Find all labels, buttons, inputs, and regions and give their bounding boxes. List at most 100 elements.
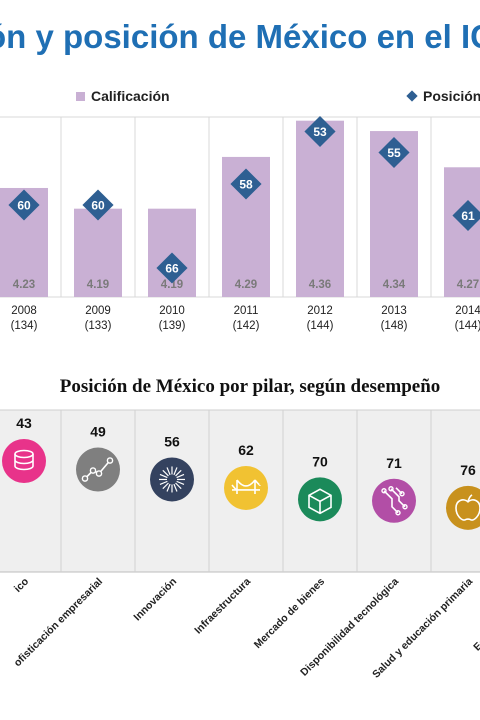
burst-ray [175,482,182,490]
icon-circle [76,447,120,492]
trend-line [84,460,111,480]
circuit-node [395,510,401,516]
pillar-chart-title: Posición de México por pilar, según dese… [59,376,441,397]
burst-ray [173,467,178,476]
coins-icon [2,439,46,483]
burst-ray [162,469,169,477]
circuit-node [402,504,408,510]
trend-dot [81,475,89,482]
position-marker: 53 [304,115,336,148]
circuit-node [388,486,394,492]
burst-ray [166,483,171,492]
score-label: 4.27 [457,279,479,291]
country-count-label: (142) [233,320,260,332]
position-diamond [82,189,114,221]
box-icon [298,477,342,522]
score-label: 4.29 [235,279,257,291]
coin-stack [14,454,34,471]
bridge-shape [231,479,261,494]
country-count-label: (144) [307,320,334,332]
position-marker: 58 [230,168,262,200]
position-label: 55 [387,146,401,160]
pillar-rank-label: 56 [164,433,180,449]
legend-bar-swatch [76,91,85,101]
position-marker: 55 [378,136,410,169]
burst-ray [176,480,185,485]
icon-circle [372,478,416,523]
score-label: 4.36 [309,279,331,291]
pillar-rank-label: 70 [312,453,328,469]
position-marker: 60 [82,189,114,221]
position-label: 60 [91,199,105,213]
score-position-chart: 4.23 60 2008 (134) 4.19 60 2009 (133) 4.19 66 2010… [0,115,480,332]
burst-ray [159,480,168,485]
icon-circle [446,485,480,530]
score-label: 4.19 [87,279,109,291]
pillar-rank-label: 43 [16,415,32,431]
position-diamond [156,252,188,284]
score-bar [296,120,344,297]
burst-icon [150,457,194,502]
score-label: 4.34 [383,279,406,291]
position-diamond [230,168,262,200]
pillar-category-label: Infraestructura [192,576,253,637]
country-count-label: (148) [381,320,408,332]
position-label: 60 [17,199,31,213]
icon-circle [224,465,268,510]
burst-ray [175,469,182,477]
pillar-category-label: ofisticación empresarial [12,576,106,670]
position-marker: 60 [8,189,40,221]
trend-dot [106,457,114,464]
legend-posicion-label: Posición [423,88,480,104]
trend-line-icon [76,447,120,492]
burst-ray [173,483,178,492]
bridge-icon [224,465,268,510]
pillar-category-label: Educación superior [471,576,480,654]
pillar-rank-label: 62 [238,442,254,458]
position-marker: 66 [156,252,188,284]
pillar-category-label: Innovación [131,576,179,624]
position-label: 58 [239,178,253,192]
position-label: 61 [461,209,475,223]
legend-posicion: Posición [406,88,480,104]
burst-ray [166,467,171,476]
position-diamond [8,189,40,221]
circuit-icon [372,478,416,523]
year-label: 2014 [455,305,480,317]
pillar-rank-label: 76 [460,462,476,478]
icon-circle [2,439,46,483]
position-diamond [304,115,336,148]
year-label: 2012 [307,305,333,317]
position-label: 66 [165,262,179,276]
country-count-label: (144) [455,320,480,332]
country-count-label: (139) [159,320,186,332]
position-label: 53 [313,125,327,139]
pillar-category-label: Mercado de bienes [252,576,327,651]
trend-dot [89,467,97,474]
score-label: 4.19 [161,279,183,291]
year-label: 2011 [234,305,259,317]
circuit-node [399,491,405,497]
icon-circle [150,457,194,502]
pillar-rank-label: 71 [386,455,402,471]
burst-ray [176,473,185,479]
circuit-node [381,488,387,494]
position-diamond [452,199,480,232]
score-bar [74,208,122,297]
box-shape [308,488,332,515]
legend-calificacion: Calificación [76,88,170,104]
legend-calificacion-label: Calificación [91,88,170,104]
score-bar [444,167,480,297]
year-label: 2010 [159,305,185,317]
icon-circle [298,477,342,522]
trend-dot [95,470,103,477]
year-label: 2013 [381,305,407,317]
score-label: 4.23 [13,279,35,291]
country-count-label: (133) [85,320,112,332]
burst-ray [162,482,169,490]
burst-ray [159,473,168,479]
year-label: 2008 [11,305,37,317]
position-diamond [378,136,410,169]
pillar-rank-label: 49 [90,424,106,440]
